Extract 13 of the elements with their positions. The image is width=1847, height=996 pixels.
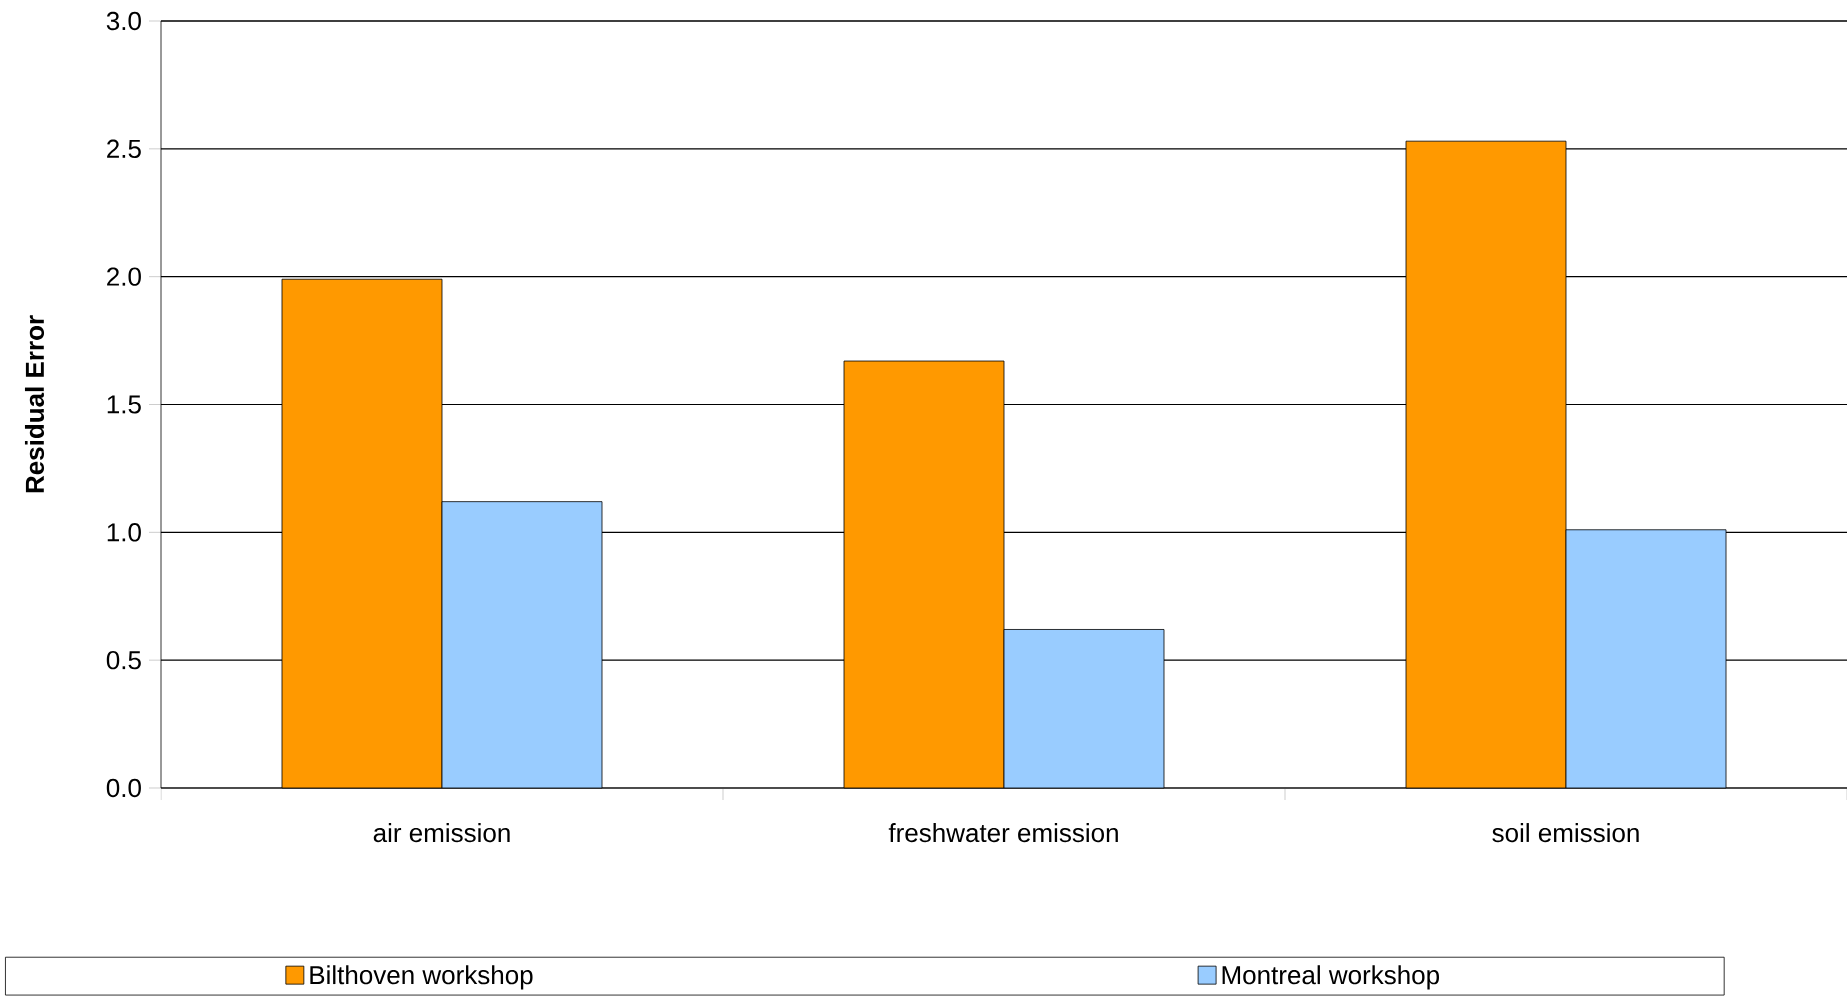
x-tick-label: air emission bbox=[373, 823, 510, 843]
y-axis-title: Residual Error bbox=[24, 315, 45, 493]
y-tick-label: 2.0 bbox=[107, 267, 141, 286]
x-tick-label: freshwater emission bbox=[888, 823, 1118, 843]
legend-label: Bilthoven workshop bbox=[310, 965, 533, 990]
y-tick-label: 3.0 bbox=[106, 11, 141, 31]
legend-label: Montreal workshop bbox=[1222, 965, 1440, 990]
x-tick-label: soil emission bbox=[1492, 823, 1639, 843]
y-tick-label: 0.0 bbox=[106, 778, 141, 798]
y-tick-label: 1.0 bbox=[107, 523, 141, 542]
y-tick-label: 2.5 bbox=[107, 139, 141, 159]
y-tick-label: 0.5 bbox=[106, 650, 141, 670]
y-tick-label: 1.5 bbox=[107, 395, 141, 414]
